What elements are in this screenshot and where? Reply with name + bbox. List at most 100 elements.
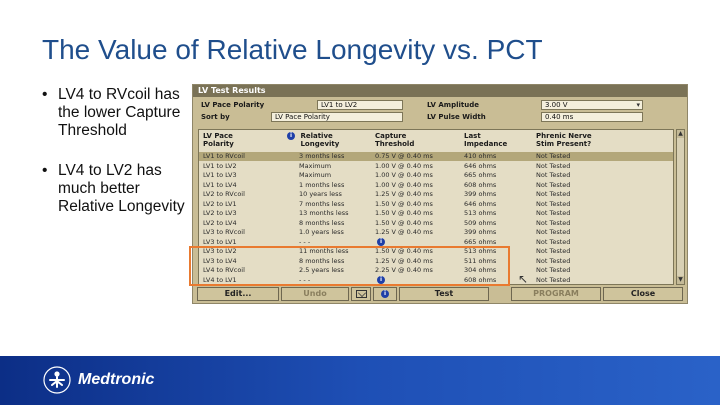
table-row[interactable]: LV4 to RVcoil 2.5 years less 2.25 V @ 0.40… <box>199 266 673 275</box>
sort-field[interactable]: LV Pace Polarity <box>271 112 403 122</box>
table-cell: 646 ohms <box>464 199 497 208</box>
bullet-text: LV4 to LV2 has much better Relative Long… <box>58 162 185 215</box>
bullet-text: LV4 to RVcoil has the lower Capture Thre… <box>58 86 181 139</box>
table-cell: Maximum <box>299 161 332 170</box>
table-cell: 1.25 V @ 0.40 ms <box>375 228 433 236</box>
table-cell: LV1 to RVcoil <box>203 152 245 160</box>
medtronic-logo-icon <box>43 366 71 394</box>
undo-button[interactable]: Undo <box>281 287 349 301</box>
table-cell: Not Tested <box>536 266 571 274</box>
table-cell: LV3 to LV1 <box>203 237 237 246</box>
table-cell: - - - <box>299 237 311 246</box>
lv-test-results-panel: LV Test Results LV Pace Polarity LV1 to … <box>192 84 688 304</box>
table-row[interactable]: LV1 to LV4 1 months less 1.00 V @ 0.40 ms 6… <box>199 181 673 190</box>
table-cell: 7 months less <box>299 199 345 208</box>
table-row[interactable]: LV3 to RVcoil 1.0 years less 1.25 V @ 0.40… <box>199 228 673 237</box>
table-cell: 399 ohms <box>464 228 497 236</box>
column-header-longevity: i Relative Longevity <box>287 132 339 148</box>
table-cell: - - - <box>299 275 311 284</box>
table-row[interactable]: LV2 to RVcoil 10 years less 1.25 V @ 0.40 … <box>199 190 673 199</box>
scroll-down-arrow-icon[interactable]: ▼ <box>677 276 684 284</box>
info-button[interactable]: i <box>373 287 397 301</box>
header-text: Capture Threshold <box>375 132 415 148</box>
table-row[interactable]: LV3 to LV4 8 months less 1.25 V @ 0.40 ms 5… <box>199 257 673 266</box>
edit-button[interactable]: Edit... <box>197 287 279 301</box>
pace-polarity-label: LV Pace Polarity <box>201 101 265 109</box>
scrollbar[interactable]: ▲ ▼ <box>676 129 685 285</box>
bullet-dot: • <box>42 86 48 103</box>
table-cell: Not Tested <box>536 152 571 160</box>
table-cell: LV1 to LV3 <box>203 171 237 179</box>
table-cell: 1 months less <box>299 180 345 189</box>
highlight-box <box>189 246 510 286</box>
header-text: Relative Longevity <box>300 132 340 148</box>
table-cell: 1.50 V @ 0.40 ms <box>375 218 433 227</box>
dropdown-icon: ▾ <box>636 101 640 109</box>
brand-logo: Medtronic <box>42 364 154 396</box>
table-cell: 665 ohms <box>464 171 497 179</box>
amplitude-field[interactable]: 3.00 V ▾ <box>541 100 643 110</box>
table-row[interactable]: LV3 to LV1 - - - i 665 ohms Not Tested <box>199 238 673 247</box>
table-cell: 8 months less <box>299 256 345 265</box>
table-cell: Not Tested <box>536 190 571 198</box>
table-cell: Maximum <box>299 171 332 179</box>
table-cell: 511 ohms <box>464 256 497 265</box>
table-cell: 513 ohms <box>464 247 497 255</box>
table-cell: Not Tested <box>536 209 571 217</box>
table-cell: 1.50 V @ 0.40 ms <box>375 209 433 217</box>
table-cell: 1.00 V @ 0.40 ms <box>375 161 433 170</box>
pulse-width-label: LV Pulse Width <box>427 113 486 121</box>
table-cell: 2.5 years less <box>299 266 344 274</box>
table-cell: 513 ohms <box>464 209 497 217</box>
table-cell: 1.0 years less <box>299 228 344 236</box>
bullet-dot: • <box>42 162 48 179</box>
table-cell: 2.25 V @ 0.40 ms <box>375 266 433 274</box>
results-table: LV Pace Polarity i Relative Longevity Ca… <box>198 129 674 285</box>
mouse-pointer-icon: ↖ <box>518 272 529 286</box>
table-row[interactable]: LV1 to RVcoil 3 months less 0.75 V @ 0.40 … <box>199 152 673 161</box>
table-cell: 665 ohms <box>464 237 497 246</box>
table-cell: LV2 to LV4 <box>203 218 237 227</box>
column-header-polarity: LV Pace Polarity <box>203 132 234 148</box>
table-cell: Not Tested <box>536 180 571 189</box>
print-button[interactable] <box>351 287 371 301</box>
pace-polarity-value: LV1 to LV2 <box>321 101 358 109</box>
table-cell: 1.50 V @ 0.40 ms <box>375 199 433 208</box>
table-cell: Not Tested <box>536 275 571 284</box>
button-bar: Edit... Undo i Test PROGRAM Close <box>193 287 687 303</box>
table-cell: 646 ohms <box>464 161 497 170</box>
info-icon[interactable]: i <box>287 132 295 140</box>
table-row[interactable]: LV3 to LV2 11 months less 1.50 V @ 0.40 ms… <box>199 247 673 256</box>
pace-polarity-field[interactable]: LV1 to LV2 <box>317 100 403 110</box>
table-cell: LV1 to LV4 <box>203 180 237 189</box>
pulse-width-field[interactable]: 0.40 ms <box>541 112 643 122</box>
table-cell: 11 months less <box>299 247 349 255</box>
test-button[interactable]: Test <box>399 287 489 301</box>
table-cell: 1.50 V @ 0.40 ms <box>375 247 433 255</box>
table-cell: 1.00 V @ 0.40 ms <box>375 180 433 189</box>
bullet-item: • LV4 to RVcoil has the lower Capture Th… <box>42 86 190 140</box>
sort-label: Sort by <box>201 113 230 121</box>
slide-title: The Value of Relative Longevity vs. PCT <box>42 34 543 65</box>
program-button[interactable]: PROGRAM <box>511 287 601 301</box>
table-row[interactable]: LV2 to LV1 7 months less 1.50 V @ 0.40 ms 6… <box>199 200 673 209</box>
table-row[interactable]: LV1 to LV3 Maximum 1.00 V @ 0.40 ms 665 ohm… <box>199 171 673 180</box>
sort-value: LV Pace Polarity <box>275 113 330 121</box>
table-row[interactable]: LV2 to LV4 8 months less 1.50 V @ 0.40 ms 5… <box>199 219 673 228</box>
table-cell: 608 ohms <box>464 275 497 284</box>
scroll-up-arrow-icon[interactable]: ▲ <box>677 130 684 138</box>
table-cell: LV2 to RVcoil <box>203 190 245 198</box>
table-row[interactable]: LV1 to LV2 Maximum 1.00 V @ 0.40 ms 646 ohm… <box>199 162 673 171</box>
table-cell: Not Tested <box>536 247 571 255</box>
header-text: LV Pace Polarity <box>203 132 234 148</box>
pulse-width-value: 0.40 ms <box>545 113 574 121</box>
table-cell: 410 ohms <box>464 152 497 160</box>
header-text: Last Impedance <box>464 132 508 148</box>
bullet-item: • LV4 to LV2 has much better Relative Lo… <box>42 162 190 216</box>
table-row[interactable]: LV4 to LV1 - - - i 608 ohms Not Tested <box>199 275 673 284</box>
table-row[interactable]: LV2 to LV3 13 months less 1.50 V @ 0.40 ms… <box>199 209 673 218</box>
bullet-list: • LV4 to RVcoil has the lower Capture Th… <box>42 86 190 238</box>
close-button[interactable]: Close <box>603 287 683 301</box>
info-icon: i <box>377 238 385 246</box>
column-header-threshold: Capture Threshold <box>375 132 414 148</box>
